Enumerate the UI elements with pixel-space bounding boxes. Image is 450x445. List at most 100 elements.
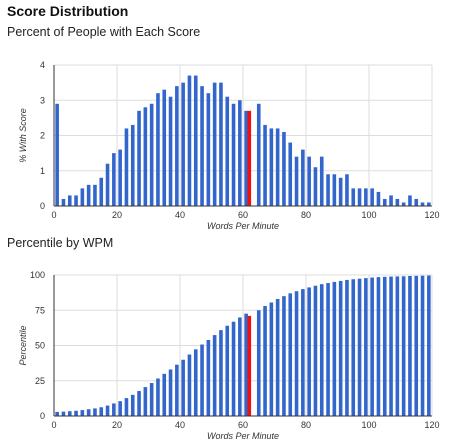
dist-bar (408, 195, 412, 206)
pct-bar (212, 335, 217, 416)
pct-bar (301, 289, 305, 416)
dist-bar (162, 89, 167, 206)
dist-bar (156, 93, 160, 206)
pct-bar (414, 275, 419, 416)
dist-bar (244, 110, 248, 206)
pct-bar (162, 373, 167, 416)
dist-x-tick-label: 20 (112, 210, 122, 220)
pct-y-tick-label: 25 (35, 376, 45, 386)
dist-bar (427, 202, 431, 206)
pct-y-tick-label: 75 (35, 305, 45, 315)
pct-bar (351, 279, 356, 416)
pct-bar (206, 340, 211, 416)
pct-x-tick-label: 20 (112, 420, 122, 430)
pct-bar (364, 278, 368, 416)
chart1-title: Percent of People with Each Score (7, 25, 201, 39)
dist-bar (168, 96, 173, 206)
dist-bar (345, 174, 349, 206)
pct-x-axis-label: Words Per Minute (207, 431, 279, 441)
pct-x-tick-label: 40 (175, 420, 185, 430)
pct-bar (370, 277, 374, 416)
dist-bar (389, 195, 393, 206)
pct-bar (263, 306, 267, 416)
dist-y-tick-label: 0 (40, 201, 45, 211)
dist-bar (149, 103, 154, 206)
dist-bar (105, 163, 110, 206)
pct-bar (395, 276, 400, 416)
dist-bar (420, 202, 425, 206)
dist-bar (143, 107, 148, 206)
percentile-chart: 0 25 50 75 100 0 20 40 60 80 100 120 Words Per Minut… (18, 270, 440, 441)
pct-bar (376, 277, 381, 416)
pct-y-tick-label: 100 (30, 270, 45, 280)
dist-bar (326, 174, 330, 206)
dist-bar (130, 124, 135, 206)
pct-bar (118, 401, 122, 416)
pct-bar (112, 403, 116, 416)
dist-bar (67, 195, 72, 206)
dist-bar (61, 198, 66, 206)
pct-bar (99, 407, 104, 416)
dist-bar (319, 156, 324, 206)
dist-bar (376, 191, 381, 206)
pct-bar (319, 284, 324, 416)
dist-bar (175, 86, 179, 206)
pct-bar (55, 411, 59, 416)
pct-bar (130, 394, 135, 416)
pct-bar (80, 410, 85, 416)
dist-x-tick-label: 100 (361, 210, 376, 220)
dist-x-axis-label: Words Per Minute (207, 221, 279, 231)
pct-x-tick-label: 100 (361, 420, 376, 430)
pct-bar (105, 405, 110, 416)
dist-y-tick-label: 2 (40, 131, 45, 141)
pct-bar (238, 317, 242, 416)
pct-bar (231, 321, 236, 416)
pct-bar (225, 325, 230, 416)
dist-bar (275, 128, 280, 206)
pct-bar (61, 411, 66, 416)
dist-x-tick-label: 120 (424, 210, 439, 220)
pct-bar (288, 293, 293, 416)
dist-bar (99, 177, 104, 206)
dist-bar (307, 156, 311, 206)
dist-bar (332, 174, 337, 206)
dist-bar (395, 198, 400, 206)
pct-bar (149, 383, 154, 416)
pct-bar (307, 287, 311, 416)
pct-y-tick-label: 50 (35, 341, 45, 351)
pct-bar (389, 276, 393, 416)
pct-bar (86, 409, 91, 416)
dist-bar (80, 188, 85, 207)
pct-bar (332, 281, 337, 416)
dist-bar (93, 184, 97, 206)
dist-bar (351, 188, 356, 207)
dist-bar (225, 96, 230, 206)
pct-bar (200, 344, 204, 416)
pct-bar (175, 364, 179, 416)
dist-x-tick-label: 60 (238, 210, 248, 220)
dist-bar (414, 198, 419, 206)
page-heading: Score Distribution (7, 3, 129, 19)
dist-bar (193, 75, 198, 206)
dist-bar (112, 153, 116, 207)
dist-bar (181, 82, 185, 207)
dist-x-tick-label: 40 (175, 210, 185, 220)
dist-bar (364, 188, 368, 207)
pct-bar (181, 359, 185, 416)
dist-bar (338, 177, 343, 206)
dist-bar (219, 82, 223, 207)
dist-bar (301, 149, 305, 206)
pct-x-tick-label: 120 (424, 420, 439, 430)
pct-bar (168, 369, 173, 416)
pct-bar-highlight (247, 315, 252, 416)
dist-bar (55, 103, 59, 206)
dist-bar (401, 202, 406, 206)
pct-bar (137, 391, 141, 416)
pct-x-tick-label: 80 (301, 420, 311, 430)
pct-bar (345, 279, 349, 416)
dist-bar (238, 100, 242, 206)
dist-bar (124, 128, 129, 206)
dist-bar (288, 142, 293, 206)
dist-bar (357, 188, 362, 207)
